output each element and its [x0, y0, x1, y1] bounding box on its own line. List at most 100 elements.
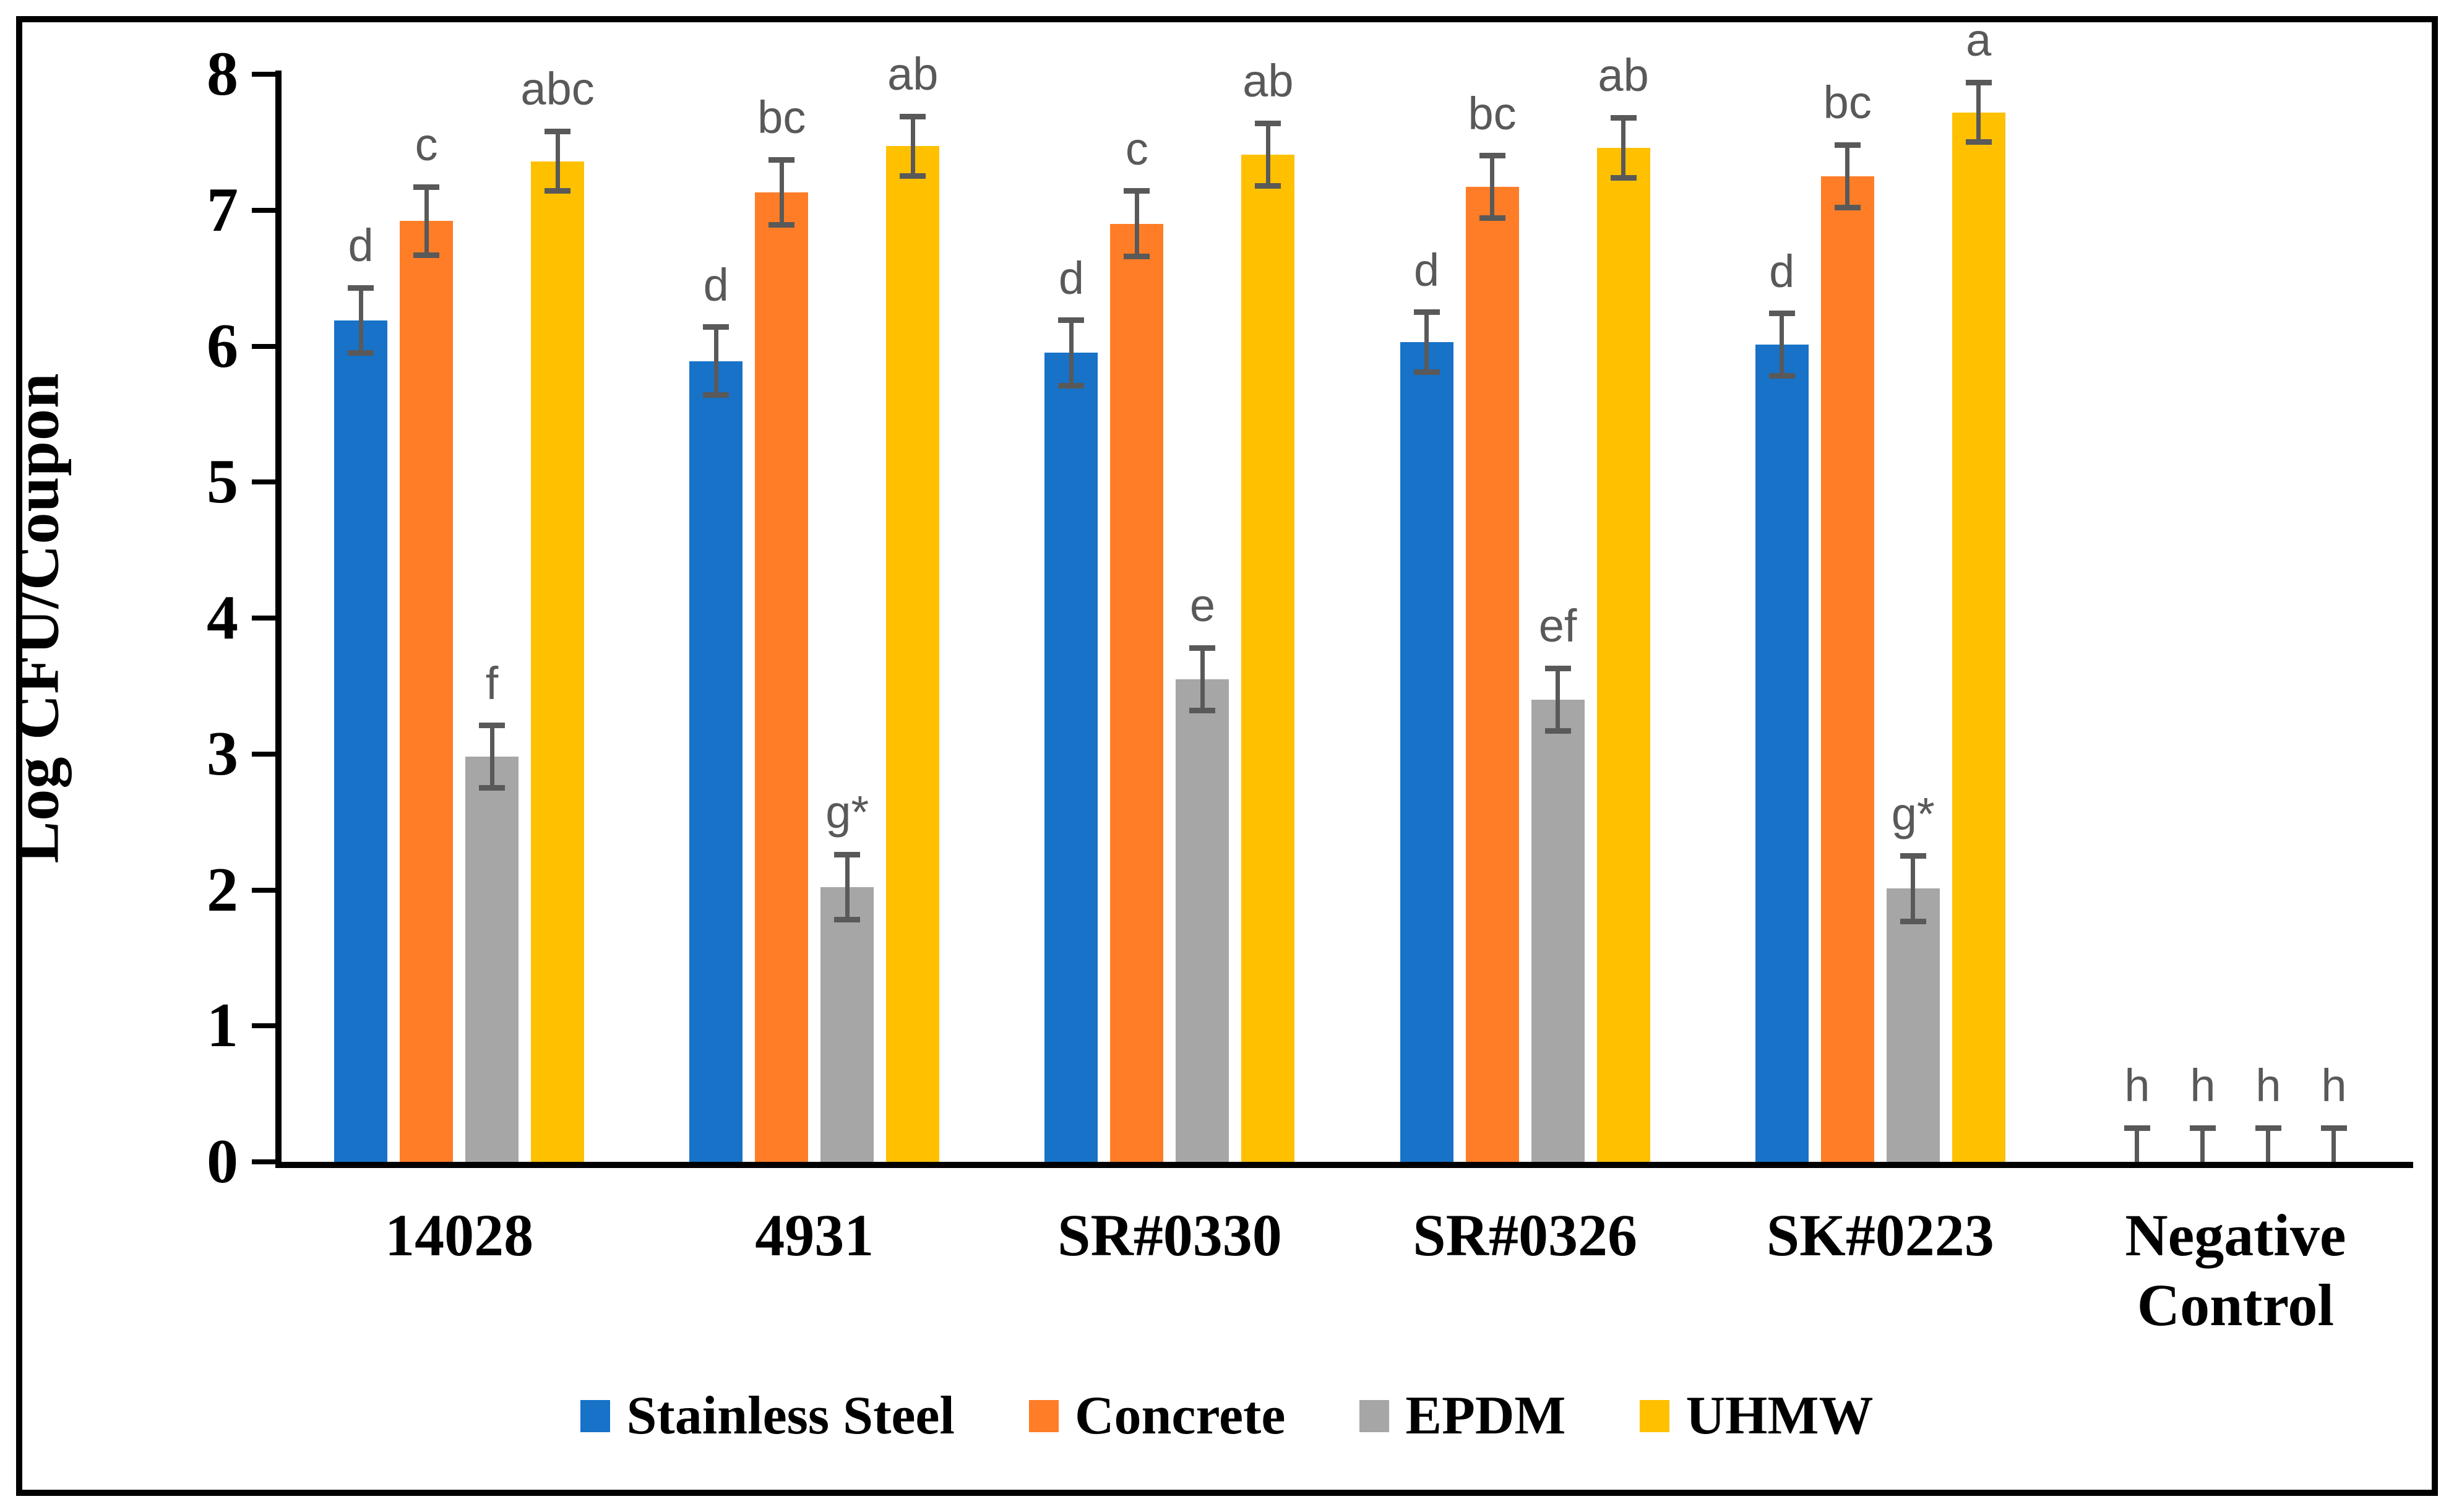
- y-tick-mark: [252, 207, 275, 213]
- bar-concrete-sr-0330: [1110, 223, 1164, 1162]
- y-tick-label: 4: [207, 583, 238, 653]
- legend-label: Stainless Steel: [626, 1386, 955, 1446]
- x-axis-category-label: Negative Control: [2125, 1202, 2346, 1339]
- significance-letter: ab: [1242, 55, 1294, 107]
- error-bar-line: [1621, 118, 1626, 178]
- significance-letter: f: [485, 657, 499, 709]
- error-bar-cap-bottom: [1413, 369, 1440, 375]
- significance-letter: g*: [1891, 788, 1935, 840]
- significance-letter: c: [1125, 122, 1148, 174]
- error-bar-cap-top: [1900, 853, 1926, 859]
- error-bar-cap-bottom: [1610, 174, 1637, 181]
- significance-letter: d: [1414, 244, 1440, 296]
- error-bar-cap-bottom: [545, 188, 571, 194]
- y-tick-mark: [252, 72, 275, 77]
- legend-label: UHMW: [1686, 1386, 1874, 1446]
- error-bar-cap-bottom: [1058, 382, 1085, 389]
- significance-letter: h: [2255, 1060, 2281, 1112]
- significance-letter: d: [1769, 245, 1795, 297]
- error-bar-line: [2331, 1128, 2336, 1162]
- error-bar-line: [845, 854, 850, 920]
- error-bar-cap-top: [479, 723, 506, 729]
- legend-item-epdm: EPDM: [1359, 1385, 1565, 1447]
- error-bar-line: [1911, 856, 1916, 922]
- significance-letter: h: [2190, 1060, 2216, 1112]
- bar-uhmw-sk-0223: [1952, 112, 2005, 1162]
- bar-epdm-14028: [465, 757, 519, 1162]
- error-bar-line: [1069, 320, 1074, 386]
- y-tick-mark: [252, 343, 275, 349]
- error-bar-cap-top: [348, 285, 374, 291]
- significance-letter: d: [348, 220, 374, 271]
- error-bar-line: [424, 187, 429, 256]
- y-axis-line: [275, 71, 282, 1168]
- legend-label: EPDM: [1405, 1386, 1566, 1446]
- error-bar-cap-top: [1834, 142, 1861, 148]
- error-bar-cap-top: [2189, 1125, 2216, 1131]
- significance-letter: h: [2124, 1060, 2150, 1112]
- error-bar-line: [555, 131, 560, 191]
- error-bar-line: [1780, 313, 1785, 376]
- legend: Stainless Steel Concrete EPDM UHMW: [0, 1385, 2454, 1447]
- error-bar-cap-top: [1544, 665, 1571, 671]
- x-axis-category-label: SK#0223: [1766, 1202, 1994, 1268]
- error-bar-cap-bottom: [1255, 183, 1281, 189]
- y-tick-mark: [252, 887, 275, 893]
- error-bar-line: [358, 288, 363, 353]
- y-tick-mark: [252, 616, 275, 621]
- x-axis-category-label: SR#0330: [1057, 1202, 1282, 1268]
- error-bar-cap-bottom: [900, 173, 926, 179]
- y-tick-label: 2: [207, 854, 238, 925]
- bar-concrete-sr-0326: [1465, 187, 1519, 1162]
- y-tick-mark: [252, 1023, 275, 1029]
- bar-uhmw-sr-0326: [1596, 147, 1650, 1162]
- error-bar-cap-bottom: [348, 350, 374, 356]
- y-tick-label: 6: [207, 311, 238, 381]
- error-bar-cap-bottom: [834, 917, 861, 923]
- significance-letter: c: [415, 119, 438, 171]
- error-bar-cap-bottom: [1189, 707, 1216, 713]
- legend-item-stainless-steel: Stainless Steel: [580, 1385, 955, 1447]
- error-bar-line: [1265, 123, 1270, 186]
- significance-letter: ef: [1538, 600, 1577, 652]
- y-tick-label: 8: [207, 39, 238, 109]
- error-bar-cap-top: [2320, 1125, 2347, 1131]
- y-tick-label: 3: [207, 718, 238, 789]
- error-bar-cap-bottom: [1965, 139, 1992, 145]
- significance-letter: d: [1058, 252, 1084, 304]
- bar-stainless-steel-sk-0223: [1755, 345, 1809, 1162]
- error-bar-cap-top: [545, 128, 571, 134]
- error-bar-cap-top: [1255, 120, 1281, 126]
- error-bar-cap-top: [1965, 79, 1992, 85]
- bar-uhmw-14028: [531, 161, 585, 1162]
- significance-letter: e: [1189, 580, 1215, 632]
- x-axis-category-label: SR#0326: [1413, 1202, 1637, 1268]
- significance-letter: bc: [757, 92, 806, 144]
- legend-swatch: [1359, 1399, 1390, 1432]
- error-bar-line: [1845, 145, 1850, 208]
- bar-epdm-sr-0330: [1176, 679, 1229, 1162]
- error-bar-cap-top: [834, 851, 861, 857]
- error-bar-line: [910, 116, 915, 176]
- error-bar-cap-top: [1768, 311, 1795, 317]
- y-tick-mark: [252, 479, 275, 485]
- error-bar-cap-top: [1479, 153, 1505, 159]
- error-bar-line: [1134, 191, 1139, 257]
- significance-letter: bc: [1823, 77, 1872, 129]
- error-bar-line: [2135, 1128, 2140, 1162]
- legend-label: Concrete: [1074, 1386, 1286, 1446]
- bar-concrete-4931: [755, 192, 809, 1162]
- y-tick-label: 5: [207, 447, 238, 517]
- legend-swatch: [1640, 1399, 1670, 1432]
- error-bar-cap-top: [703, 324, 730, 330]
- bar-concrete-14028: [400, 221, 454, 1162]
- significance-letter: g*: [825, 786, 869, 838]
- error-bar-cap-top: [1610, 114, 1637, 121]
- legend-swatch: [580, 1399, 611, 1432]
- legend-item-concrete: Concrete: [1028, 1385, 1286, 1447]
- significance-letter: h: [2321, 1060, 2347, 1112]
- legend-item-uhmw: UHMW: [1640, 1385, 1874, 1447]
- bar-concrete-sk-0223: [1820, 176, 1874, 1162]
- error-bar-line: [1556, 668, 1561, 731]
